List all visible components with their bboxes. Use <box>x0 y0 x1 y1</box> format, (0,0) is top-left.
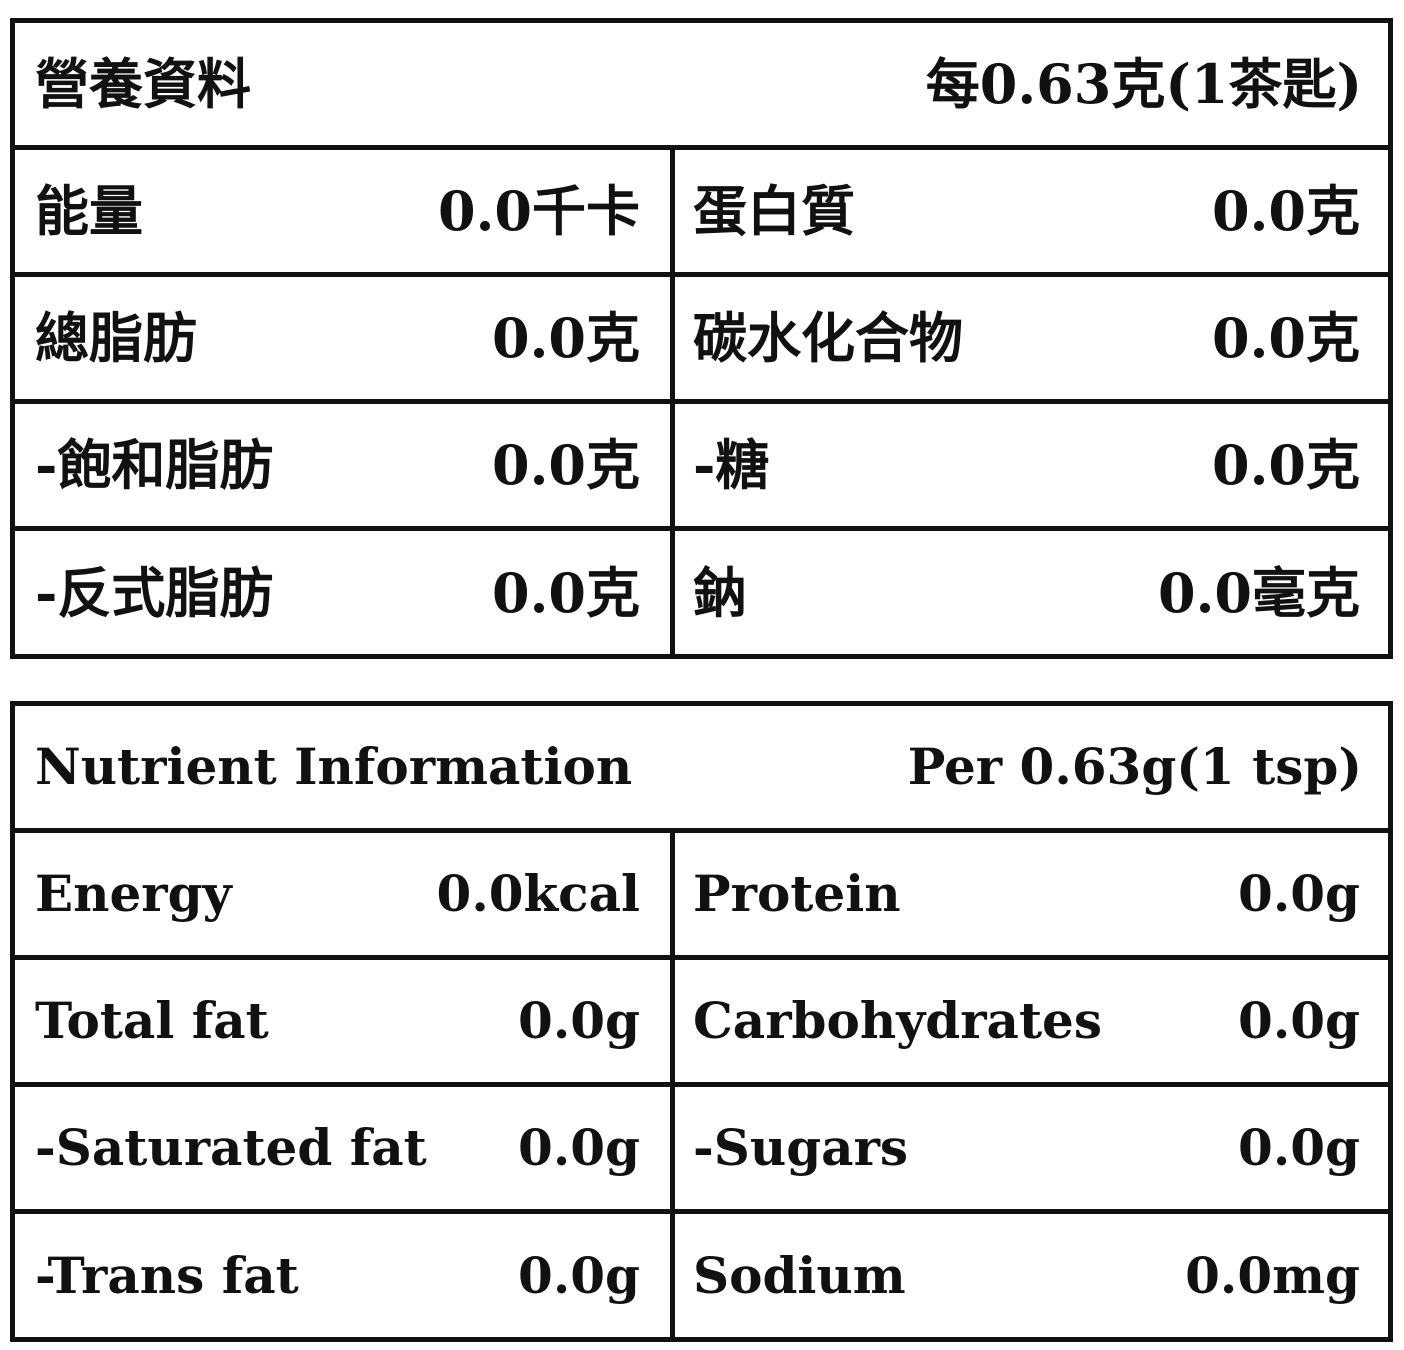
nutrient-label: -Trans fat <box>35 1245 299 1305</box>
nutrient-cell: -Trans fat 0.0g <box>15 1214 675 1337</box>
nutrient-label: -飽和脂肪 <box>35 433 274 497</box>
nutrient-cell: Energy 0.0kcal <box>15 833 675 955</box>
table-row: 總脂肪 0.0克 碳水化合物 0.0克 <box>15 277 1388 404</box>
nutrient-cell: Total fat 0.0g <box>15 960 675 1082</box>
table-title: 營養資料 <box>35 52 251 116</box>
nutrient-cell: -反式脂肪 0.0克 <box>15 531 675 654</box>
english-nutrition-table: Nutrient Information Per 0.63g(1 tsp) En… <box>10 701 1393 1342</box>
nutrient-value: 0.0kcal <box>436 864 640 923</box>
nutrient-value: 0.0g <box>1238 991 1360 1050</box>
nutrient-label: 能量 <box>35 179 143 243</box>
nutrient-label: 總脂肪 <box>35 306 197 370</box>
nutrient-label: 碳水化合物 <box>693 306 963 370</box>
nutrient-value: 0.0克 <box>1212 433 1360 497</box>
nutrient-label: Sodium <box>693 1245 906 1305</box>
nutrient-value: 0.0g <box>1238 1118 1360 1177</box>
nutrient-label: Carbohydrates <box>693 991 1103 1050</box>
table-header: 營養資料 每0.63克(1茶匙) <box>15 23 1388 150</box>
nutrient-value: 0.0毫克 <box>1158 560 1360 625</box>
nutrient-cell: 碳水化合物 0.0克 <box>675 277 1388 399</box>
serving-size: 每0.63克(1茶匙) <box>925 52 1362 116</box>
nutrient-cell: -Sugars 0.0g <box>675 1087 1388 1209</box>
nutrient-value: 0.0千卡 <box>438 179 640 243</box>
nutrient-label: -Saturated fat <box>35 1118 427 1177</box>
nutrient-cell: 蛋白質 0.0克 <box>675 150 1388 272</box>
serving-size: Per 0.63g(1 tsp) <box>907 737 1362 796</box>
nutrient-label: Protein <box>693 864 901 923</box>
table-row: -Saturated fat 0.0g -Sugars 0.0g <box>15 1087 1388 1214</box>
nutrient-cell: 鈉 0.0毫克 <box>675 531 1388 654</box>
table-header: Nutrient Information Per 0.63g(1 tsp) <box>15 706 1388 833</box>
nutrient-label: -Sugars <box>693 1118 909 1177</box>
table-title: Nutrient Information <box>35 737 633 796</box>
nutrient-value: 0.0克 <box>492 560 640 625</box>
nutrient-label: 蛋白質 <box>693 179 855 243</box>
nutrient-cell: -飽和脂肪 0.0克 <box>15 404 675 526</box>
nutrient-value: 0.0克 <box>1212 306 1360 370</box>
nutrient-cell: -糖 0.0克 <box>675 404 1388 526</box>
nutrient-label: 鈉 <box>693 560 747 625</box>
nutrient-value: 0.0g <box>518 991 640 1050</box>
nutrient-cell: Protein 0.0g <box>675 833 1388 955</box>
table-row: -飽和脂肪 0.0克 -糖 0.0克 <box>15 404 1388 531</box>
nutrient-cell: 能量 0.0千卡 <box>15 150 675 272</box>
table-row: 能量 0.0千卡 蛋白質 0.0克 <box>15 150 1388 277</box>
table-row: Total fat 0.0g Carbohydrates 0.0g <box>15 960 1388 1087</box>
nutrient-value: 0.0mg <box>1185 1245 1360 1305</box>
table-row: -Trans fat 0.0g Sodium 0.0mg <box>15 1214 1388 1337</box>
nutrient-cell: -Saturated fat 0.0g <box>15 1087 675 1209</box>
nutrient-label: Energy <box>35 864 232 923</box>
nutrient-value: 0.0g <box>518 1245 640 1305</box>
nutrient-cell: Sodium 0.0mg <box>675 1214 1388 1337</box>
chinese-nutrition-table: 營養資料 每0.63克(1茶匙) 能量 0.0千卡 蛋白質 0.0克 總脂肪 0… <box>10 18 1393 659</box>
nutrient-value: 0.0克 <box>492 306 640 370</box>
nutrient-label: -反式脂肪 <box>35 560 274 625</box>
nutrient-label: -糖 <box>693 433 770 497</box>
nutrient-cell: Carbohydrates 0.0g <box>675 960 1388 1082</box>
table-row: Energy 0.0kcal Protein 0.0g <box>15 833 1388 960</box>
nutrient-cell: 總脂肪 0.0克 <box>15 277 675 399</box>
nutrient-value: 0.0g <box>518 1118 640 1177</box>
nutrient-value: 0.0克 <box>492 433 640 497</box>
table-row: -反式脂肪 0.0克 鈉 0.0毫克 <box>15 531 1388 654</box>
nutrient-value: 0.0克 <box>1212 179 1360 243</box>
nutrient-label: Total fat <box>35 991 269 1050</box>
nutrient-value: 0.0g <box>1238 864 1360 923</box>
